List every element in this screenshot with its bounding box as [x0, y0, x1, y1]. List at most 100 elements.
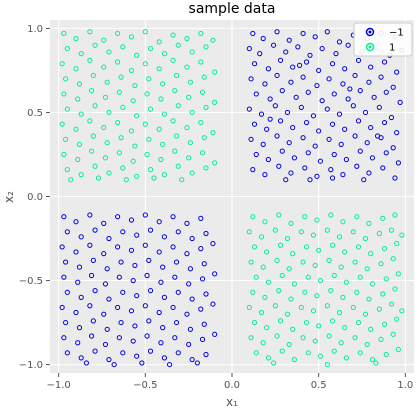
- data-point: [345, 42, 351, 48]
- data-point: [307, 52, 313, 58]
- data-point: [381, 246, 388, 252]
- data-point: [383, 276, 389, 282]
- data-point: [115, 59, 121, 65]
- x-tick-label: 1.0: [397, 380, 413, 391]
- data-point: [128, 308, 135, 314]
- data-point: [76, 141, 83, 147]
- data-point: [187, 79, 193, 85]
- data-point: [118, 259, 124, 265]
- data-point: [146, 76, 152, 82]
- data-point: [116, 274, 122, 280]
- data-point: [290, 64, 296, 70]
- data-point: [248, 335, 254, 341]
- x-axis: −1.0 −0.5 0.0 0.5 1.0: [47, 373, 413, 391]
- data-point: [115, 214, 121, 220]
- data-point: [340, 172, 346, 178]
- data-point: [310, 232, 317, 238]
- data-point: [167, 361, 173, 368]
- data-point: [212, 99, 218, 105]
- data-point: [212, 331, 218, 337]
- data-point: [201, 74, 207, 80]
- data-point: [172, 148, 178, 154]
- data-point: [158, 340, 164, 346]
- data-point: [144, 272, 150, 279]
- data-point: [366, 170, 372, 176]
- data-point: [293, 94, 299, 100]
- data-point: [312, 143, 318, 149]
- data-point: [277, 318, 284, 324]
- data-point: [147, 167, 154, 173]
- data-point: [199, 89, 206, 95]
- data-point: [390, 84, 396, 90]
- data-point: [250, 167, 256, 173]
- data-point: [134, 52, 140, 58]
- data-point: [175, 350, 181, 356]
- data-point: [395, 271, 401, 277]
- data-point: [189, 109, 195, 116]
- data-point: [73, 35, 79, 42]
- data-point: [300, 74, 306, 80]
- data-point: [390, 331, 396, 337]
- data-point: [350, 304, 356, 311]
- data-point: [303, 119, 310, 126]
- data-point: [158, 279, 164, 285]
- data-point: [75, 156, 81, 163]
- data-point: [288, 79, 294, 85]
- data-point: [212, 160, 218, 166]
- data-point: [89, 88, 95, 94]
- data-point: [274, 29, 280, 35]
- data-point: [170, 244, 176, 250]
- data-point: [130, 338, 136, 344]
- data-point: [388, 114, 395, 121]
- data-point: [212, 271, 218, 277]
- data-point: [355, 118, 362, 124]
- data-point: [395, 346, 401, 353]
- data-point: [68, 177, 74, 183]
- data-point: [201, 321, 207, 327]
- data-point: [314, 217, 320, 223]
- data-point: [383, 351, 389, 358]
- data-point: [186, 94, 192, 100]
- data-point: [92, 103, 98, 109]
- data-point: [284, 109, 291, 116]
- data-point: [186, 341, 192, 348]
- data-point: [392, 175, 398, 181]
- data-point: [170, 214, 176, 220]
- data-point: [130, 277, 136, 284]
- data-point: [298, 104, 304, 111]
- y-tick-label: 0.0: [27, 192, 43, 203]
- data-point: [300, 30, 306, 37]
- data-point: [354, 214, 360, 220]
- data-point: [139, 360, 145, 366]
- data-point: [357, 88, 363, 94]
- data-point: [63, 259, 69, 265]
- data-point: [116, 150, 122, 156]
- data-point: [115, 30, 121, 37]
- data-point: [390, 145, 396, 151]
- x-tick-label: 0.5: [311, 380, 327, 391]
- data-point: [338, 141, 344, 147]
- x-tick-label: −1.0: [47, 380, 71, 391]
- data-point: [362, 235, 369, 242]
- data-point: [288, 170, 294, 176]
- data-point: [312, 338, 318, 344]
- data-point: [160, 81, 166, 87]
- data-point: [331, 272, 337, 279]
- data-point: [172, 274, 178, 280]
- data-point: [373, 360, 379, 366]
- data-point: [89, 148, 95, 154]
- data-point: [366, 296, 372, 302]
- data-point: [286, 341, 292, 348]
- data-point: [290, 251, 296, 257]
- data-point: [144, 91, 150, 97]
- data-point: [378, 74, 384, 80]
- data-point: [262, 294, 268, 300]
- data-point: [134, 232, 140, 238]
- data-point: [160, 141, 166, 147]
- data-point: [399, 308, 405, 314]
- data-point: [347, 86, 353, 92]
- legend-marker: [365, 27, 375, 37]
- data-point: [210, 301, 216, 307]
- data-point: [272, 303, 278, 309]
